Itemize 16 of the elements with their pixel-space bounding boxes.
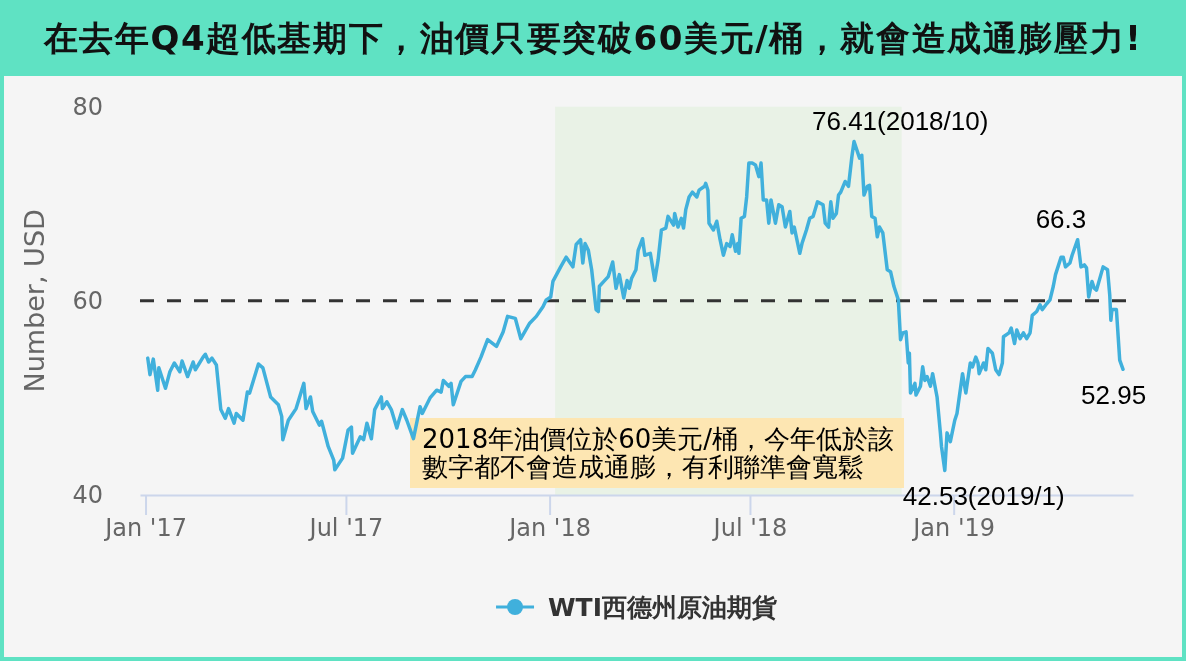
annotation: 42.53(2019/1) bbox=[902, 480, 1065, 511]
annotation: 66.3 bbox=[1035, 203, 1087, 234]
legend-label: WTI西德州原油期貨 bbox=[548, 592, 777, 622]
x-tick-label: Jan '17 bbox=[103, 514, 187, 543]
annotation: 2018年油價位於60美元/桶，今年低於該數字都不會造成通膨，有利聯準會寬鬆 bbox=[422, 424, 895, 482]
y-axis-title: Number, USD bbox=[18, 209, 50, 393]
y-tick-label: 80 bbox=[72, 92, 103, 121]
annotation: 52.95 bbox=[1081, 379, 1147, 410]
y-tick-label: 40 bbox=[72, 481, 103, 510]
y-tick-label: 60 bbox=[72, 287, 103, 316]
chart-title: 在去年Q4超低基期下，油價只要突破60美元/桶，就會造成通膨壓力! bbox=[42, 18, 1143, 58]
x-tick-label: Jan '18 bbox=[507, 514, 591, 543]
annotation: 76.41(2018/10) bbox=[812, 105, 989, 136]
x-tick-label: Jul '18 bbox=[711, 514, 788, 543]
x-tick-label: Jul '17 bbox=[307, 514, 384, 543]
x-tick-label: Jan '19 bbox=[911, 514, 996, 543]
